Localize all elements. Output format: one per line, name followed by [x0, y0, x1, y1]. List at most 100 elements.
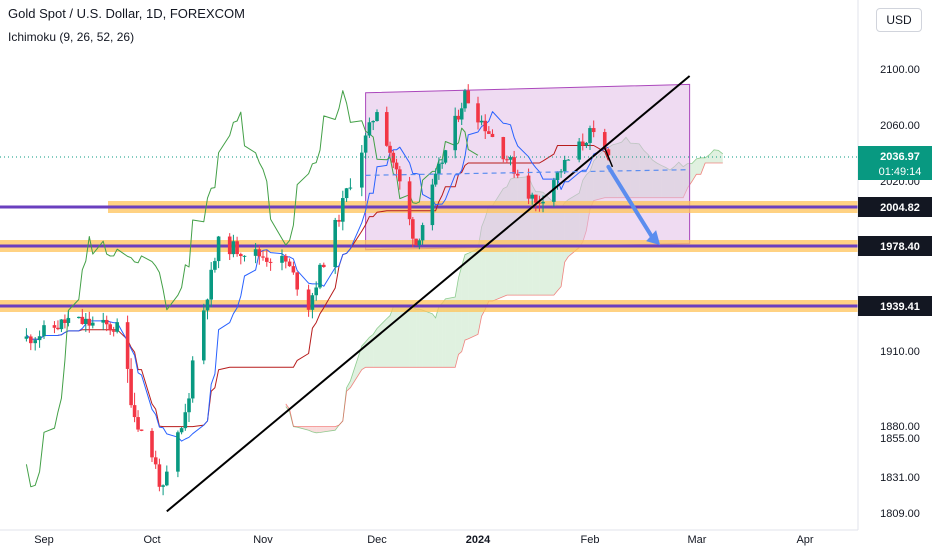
candle-body [108, 324, 112, 331]
candles [24, 84, 611, 496]
candle-body [187, 398, 191, 413]
candle-body [205, 299, 210, 311]
cloud-segment [438, 303, 443, 368]
candle-body [63, 319, 67, 323]
candle-body [360, 152, 364, 188]
candle-body [440, 162, 444, 164]
candle-body [216, 236, 221, 262]
candle-body [139, 429, 144, 431]
cloud-segment [416, 309, 420, 368]
x-tick-label: Feb [581, 534, 600, 546]
y-tick-label: 1910.00 [880, 346, 920, 358]
candle-body [417, 240, 422, 246]
candle-body [90, 322, 95, 326]
candle-body [213, 261, 217, 270]
candle-body [384, 112, 389, 146]
candle-body [505, 159, 509, 161]
cloud-segment [714, 149, 719, 163]
candle-body [534, 194, 538, 203]
candle-body [541, 201, 545, 204]
candle-body [56, 327, 60, 330]
projection-arrow-shaft [606, 164, 655, 240]
cloud-segment [350, 346, 362, 388]
candle-body [183, 412, 188, 429]
candle-body [322, 264, 326, 268]
candle-body [433, 173, 438, 185]
candle-body [508, 157, 513, 160]
candle-body [537, 202, 542, 204]
cloud-segment [312, 426, 317, 433]
x-tick-label: Dec [367, 534, 387, 546]
cloud-segment [373, 328, 377, 368]
candle-body [337, 219, 341, 222]
level-price-tag [858, 197, 932, 217]
candle-body [202, 310, 206, 361]
candle-body [291, 266, 296, 273]
candle-body [209, 269, 213, 300]
level-bands [0, 201, 858, 312]
candle-body [437, 163, 441, 174]
candle-body [577, 141, 581, 160]
candle-body [591, 128, 596, 133]
candle-body [483, 120, 488, 132]
candle-body [227, 236, 232, 255]
candle-body [394, 162, 399, 170]
candle-body [153, 457, 158, 465]
cloud-segment [390, 306, 394, 368]
candle-body [42, 325, 46, 337]
candle-body [310, 295, 315, 310]
cloud-segment [468, 248, 478, 339]
candle-body [456, 115, 461, 120]
cloud-segment [435, 306, 439, 368]
cloud-segment [412, 307, 417, 368]
x-tick-label: Oct [143, 534, 160, 546]
candle-body [59, 319, 64, 330]
candle-body [235, 241, 239, 255]
candle-body [87, 318, 92, 326]
cloud-segment [393, 305, 397, 368]
y-tick-label: 2100.00 [880, 64, 920, 76]
cloud-segment [696, 157, 701, 175]
cloud-segment [386, 315, 390, 368]
candle-body [84, 318, 88, 325]
candle-body [104, 319, 109, 325]
level-price-tag [858, 236, 932, 256]
candle-body [29, 336, 33, 344]
candle-body [530, 194, 534, 199]
dashed-midline [365, 169, 690, 176]
y-tick-label: 1831.00 [880, 472, 920, 484]
candle-body [414, 238, 418, 246]
candle-body [37, 336, 42, 341]
candle-body [129, 368, 133, 406]
candle-body [463, 90, 467, 109]
x-tick-label: Apr [796, 534, 813, 546]
candle-body [555, 171, 560, 181]
candle-body [490, 133, 495, 138]
candle-body [280, 255, 284, 263]
currency-button[interactable]: USD [876, 8, 922, 32]
candle-body [176, 432, 180, 472]
candle-body [476, 103, 480, 123]
candle-body [466, 90, 471, 104]
candle-body [501, 137, 506, 160]
x-tick-label: Nov [253, 534, 273, 546]
x-tick-label: Sep [34, 534, 54, 546]
candle-body [66, 318, 71, 323]
candle-body [367, 122, 372, 136]
cloud-segment [419, 309, 423, 368]
candle-body [318, 264, 322, 288]
indicator-label[interactable]: Ichimoku (9, 26, 52, 26) [8, 30, 135, 44]
candle-body [165, 471, 169, 486]
y-tick-label: 1855.00 [880, 433, 920, 445]
cloud-segment [365, 337, 370, 368]
candle-body [562, 159, 567, 172]
candle-body [559, 171, 563, 173]
cloud-segment [432, 313, 436, 368]
candle-body [588, 128, 592, 143]
candle-body [101, 319, 106, 323]
candle-body [287, 261, 292, 267]
candle-body [115, 322, 119, 332]
kijun-line [26, 145, 609, 428]
